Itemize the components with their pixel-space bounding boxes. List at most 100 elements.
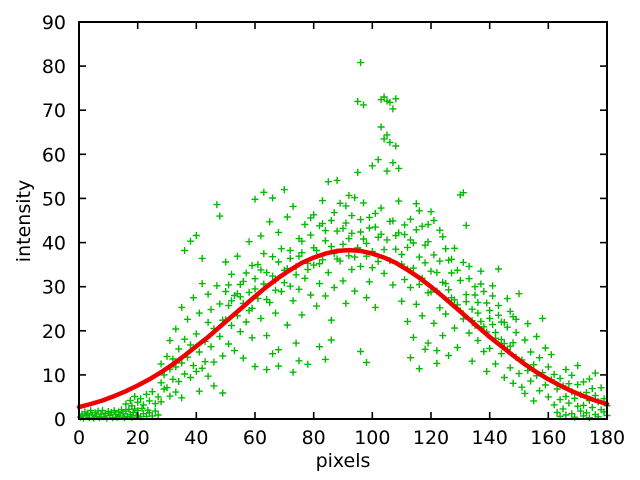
scatter-point [565, 399, 573, 407]
scatter-point [368, 264, 376, 272]
scatter-point [295, 357, 303, 365]
scatter-point [439, 332, 447, 340]
scatter-point [321, 292, 329, 300]
plot-border [78, 21, 608, 420]
scatter-point [442, 310, 450, 318]
scatter-point [550, 401, 558, 409]
scatter-point [345, 252, 353, 260]
scatter-point [292, 339, 300, 347]
scatter-point [195, 387, 203, 395]
scatter-point [192, 367, 200, 375]
scatter-point [506, 364, 514, 372]
scatter-point [374, 233, 382, 241]
scatter-point [430, 319, 438, 327]
scatter-point [266, 218, 274, 226]
scatter-point [178, 303, 186, 311]
scatter-point [398, 297, 406, 305]
scatter-point [257, 232, 265, 240]
scatter-point [580, 378, 587, 386]
scatter-point [374, 258, 382, 265]
scatter-point [178, 394, 186, 402]
scatter-point [459, 189, 467, 197]
scatter-point [368, 162, 376, 170]
scatter-point [489, 292, 497, 300]
scatter-point [169, 375, 177, 383]
scatter-point [389, 281, 397, 289]
scatter-point [339, 277, 347, 285]
scatter-point [456, 277, 464, 284]
scatter-point [225, 302, 233, 310]
x-tick-label: 100 [354, 427, 390, 449]
scatter-point [260, 250, 268, 258]
scatter-point [389, 217, 397, 225]
scatter-point [354, 168, 362, 176]
scatter-point [427, 267, 435, 275]
scatter-point [178, 359, 186, 367]
scatter-point [316, 343, 323, 351]
scatter-point [157, 379, 165, 387]
scatter-point [263, 332, 271, 340]
scatter-point [483, 367, 491, 375]
scatter-point [327, 316, 335, 324]
scatter-point [500, 318, 508, 326]
scatter-point [380, 135, 388, 143]
scatter-point [357, 262, 365, 270]
scatter-point [591, 392, 599, 400]
scatter-point [565, 380, 573, 388]
scatter-point [533, 333, 541, 340]
scatter-point [342, 299, 350, 307]
scatter-point [166, 392, 174, 400]
scatter-point [184, 315, 191, 323]
scatter-point [515, 290, 523, 298]
scatter-point [175, 345, 183, 353]
scatter-point [336, 199, 344, 207]
y-tick-label: 50 [42, 188, 66, 210]
scatter-point [251, 275, 259, 283]
scatter-point [251, 195, 259, 203]
scatter-point [433, 269, 441, 277]
scatter-point [480, 348, 488, 355]
scatter-point [380, 246, 388, 254]
y-tick-label: 80 [42, 56, 66, 78]
scatter-point [471, 283, 479, 291]
scatter-point [445, 352, 453, 359]
scatter-point [430, 217, 438, 224]
scatter-point [392, 232, 400, 239]
scatter-point [272, 286, 279, 294]
scatter-point [407, 215, 414, 223]
scatter-point [228, 322, 235, 329]
scatter-point [157, 398, 165, 406]
scatter-point [319, 197, 326, 205]
scatter-point [292, 271, 300, 279]
scatter-point [577, 407, 585, 415]
scatter-point [448, 269, 455, 277]
scatter-point [436, 257, 444, 265]
scatter-point [251, 363, 259, 370]
scatter-point [195, 348, 203, 356]
scatter-point [536, 387, 543, 395]
scatter-point [503, 323, 511, 331]
scatter-point [401, 231, 409, 239]
scatter-point [198, 254, 206, 262]
scatter-point [489, 282, 497, 290]
scatter-point [524, 320, 532, 328]
scatter-point [407, 284, 414, 291]
scatter-point [175, 378, 183, 385]
scatter-point [248, 334, 256, 342]
scatter-point [201, 358, 209, 366]
scatter-point [118, 406, 125, 414]
scatter-point [465, 262, 473, 270]
scatter-point [436, 304, 444, 312]
scatter-point [562, 393, 570, 400]
scatter-point [544, 393, 552, 401]
scatter-point [181, 370, 189, 378]
scatter-point [415, 253, 423, 261]
scatter-point [348, 212, 356, 220]
scatter-point [154, 411, 162, 419]
scatter-point [257, 266, 265, 274]
scatter-point [451, 244, 458, 252]
scatter-point [462, 298, 470, 306]
scatter-point [418, 312, 426, 320]
scatter-point [433, 359, 441, 367]
scatter-point [198, 364, 206, 372]
